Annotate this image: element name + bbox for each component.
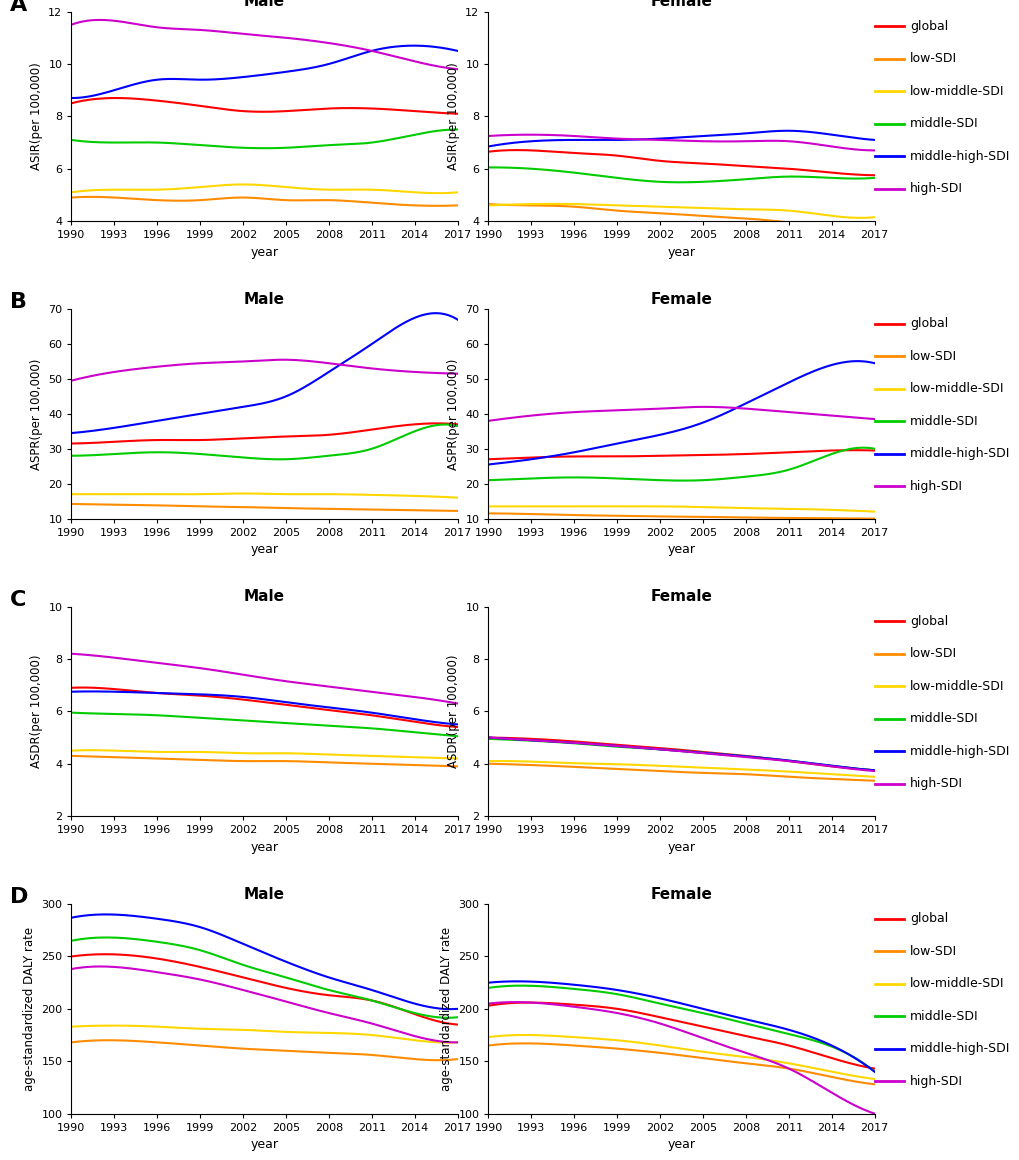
- Text: high-SDI: high-SDI: [909, 182, 962, 195]
- Text: D: D: [9, 887, 28, 907]
- Text: high-SDI: high-SDI: [909, 777, 962, 790]
- Text: global: global: [909, 318, 947, 331]
- Text: high-SDI: high-SDI: [909, 479, 962, 493]
- Text: low-middle-SDI: low-middle-SDI: [909, 85, 1004, 97]
- Text: C: C: [9, 589, 25, 610]
- Text: middle-SDI: middle-SDI: [909, 1009, 977, 1023]
- Y-axis label: ASPR(per 100,000): ASPR(per 100,000): [30, 358, 43, 470]
- Text: middle-high-SDI: middle-high-SDI: [909, 447, 1009, 461]
- Text: middle-high-SDI: middle-high-SDI: [909, 745, 1009, 757]
- Text: middle-high-SDI: middle-high-SDI: [909, 150, 1009, 162]
- Text: middle-high-SDI: middle-high-SDI: [909, 1042, 1009, 1056]
- X-axis label: year: year: [666, 543, 695, 556]
- Title: Male: Male: [244, 886, 284, 901]
- Title: Female: Female: [650, 0, 712, 9]
- Text: low-middle-SDI: low-middle-SDI: [909, 977, 1004, 991]
- Text: middle-SDI: middle-SDI: [909, 414, 977, 428]
- Text: low-SDI: low-SDI: [909, 647, 956, 660]
- X-axis label: year: year: [251, 1138, 278, 1151]
- Title: Female: Female: [650, 291, 712, 306]
- Text: middle-SDI: middle-SDI: [909, 712, 977, 725]
- X-axis label: year: year: [666, 841, 695, 854]
- Text: middle-SDI: middle-SDI: [909, 117, 977, 130]
- Y-axis label: age-standardized DALY rate: age-standardized DALY rate: [22, 927, 36, 1090]
- X-axis label: year: year: [251, 543, 278, 556]
- X-axis label: year: year: [666, 1138, 695, 1151]
- Y-axis label: ASIR(per 100,000): ASIR(per 100,000): [446, 63, 460, 171]
- Title: Male: Male: [244, 291, 284, 306]
- Title: Male: Male: [244, 589, 284, 604]
- X-axis label: year: year: [666, 246, 695, 259]
- Text: A: A: [9, 0, 26, 15]
- Y-axis label: ASDR(per 100,000): ASDR(per 100,000): [446, 654, 460, 768]
- Y-axis label: ASIR(per 100,000): ASIR(per 100,000): [30, 63, 43, 171]
- Text: low-middle-SDI: low-middle-SDI: [909, 382, 1004, 396]
- Text: low-SDI: low-SDI: [909, 349, 956, 363]
- Text: low-SDI: low-SDI: [909, 944, 956, 958]
- X-axis label: year: year: [251, 246, 278, 259]
- Y-axis label: ASPR(per 100,000): ASPR(per 100,000): [446, 358, 460, 470]
- Text: global: global: [909, 912, 947, 926]
- Y-axis label: age-standardized DALY rate: age-standardized DALY rate: [439, 927, 452, 1090]
- Y-axis label: ASDR(per 100,000): ASDR(per 100,000): [30, 654, 43, 768]
- Text: high-SDI: high-SDI: [909, 1074, 962, 1088]
- Text: global: global: [909, 20, 947, 32]
- Text: B: B: [9, 292, 26, 312]
- Title: Female: Female: [650, 886, 712, 901]
- Title: Male: Male: [244, 0, 284, 9]
- Text: low-SDI: low-SDI: [909, 52, 956, 65]
- Title: Female: Female: [650, 589, 712, 604]
- X-axis label: year: year: [251, 841, 278, 854]
- Text: global: global: [909, 615, 947, 628]
- Text: low-middle-SDI: low-middle-SDI: [909, 680, 1004, 693]
